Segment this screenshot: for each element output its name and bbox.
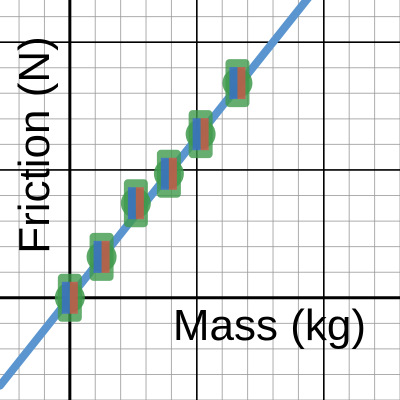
data-point-blue-band bbox=[127, 187, 136, 220]
data-point-blue-band bbox=[192, 118, 201, 151]
data-point-blue-band bbox=[160, 157, 169, 190]
data-point-blue-band bbox=[61, 281, 70, 314]
data-point-red-band bbox=[237, 67, 246, 100]
data-point-blue-band bbox=[229, 67, 238, 100]
data-point-red-band bbox=[101, 240, 110, 273]
data-point bbox=[86, 232, 117, 281]
data-point bbox=[222, 59, 253, 108]
data-point-red-band bbox=[200, 118, 209, 151]
y-axis-label: Friction (N) bbox=[10, 36, 59, 254]
x-axis-label: Mass (kg) bbox=[173, 301, 366, 350]
data-point bbox=[120, 179, 151, 228]
data-point bbox=[54, 273, 85, 322]
data-point-blue-band bbox=[93, 240, 102, 273]
data-point bbox=[185, 110, 216, 159]
data-point-red-band bbox=[69, 281, 78, 314]
data-point-red-band bbox=[168, 157, 177, 190]
data-point bbox=[153, 149, 184, 198]
data-points-layer bbox=[54, 59, 253, 322]
data-point-red-band bbox=[135, 187, 144, 220]
